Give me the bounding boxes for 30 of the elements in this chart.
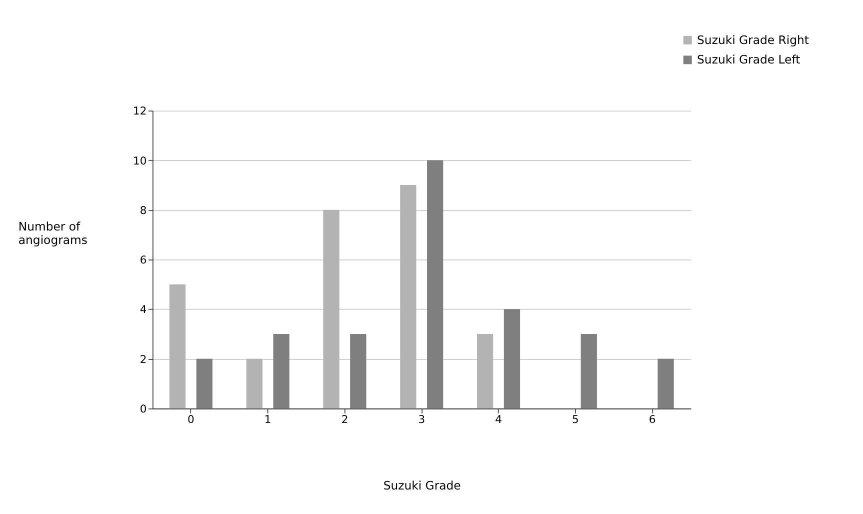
legend-label: Suzuki Grade Left bbox=[697, 52, 801, 66]
bar bbox=[196, 358, 212, 408]
x-tick-label: 3 bbox=[418, 413, 426, 426]
bar bbox=[169, 284, 186, 408]
x-tick-label: 2 bbox=[341, 413, 348, 426]
bar bbox=[504, 309, 520, 408]
x-tick-label: 0 bbox=[188, 413, 195, 426]
bar bbox=[580, 334, 597, 408]
bar bbox=[427, 160, 444, 408]
y-tick-label: 6 bbox=[140, 254, 147, 267]
y-tick-label: 8 bbox=[140, 204, 147, 217]
y-tick-label: 2 bbox=[140, 352, 147, 366]
legend-label: Suzuki Grade Right bbox=[697, 32, 810, 47]
y-tick-label: 4 bbox=[140, 303, 147, 316]
x-axis-title: Suzuki Grade bbox=[383, 478, 461, 493]
y-tick-label: 10 bbox=[132, 154, 147, 168]
bar bbox=[273, 334, 290, 408]
bar bbox=[400, 185, 416, 408]
y-axis-title: Number of angiograms bbox=[18, 219, 88, 247]
bar bbox=[350, 334, 366, 408]
bar bbox=[246, 358, 262, 408]
x-tick-label: 1 bbox=[264, 413, 272, 426]
bar bbox=[658, 358, 674, 408]
y-tick-label: 12 bbox=[132, 104, 147, 118]
y-tick-label: 0 bbox=[140, 402, 147, 416]
x-tick-label: 5 bbox=[572, 413, 579, 426]
bar bbox=[323, 210, 340, 408]
x-tick-label: 4 bbox=[495, 413, 502, 426]
x-tick-label: 6 bbox=[648, 413, 656, 426]
bar bbox=[476, 334, 494, 408]
